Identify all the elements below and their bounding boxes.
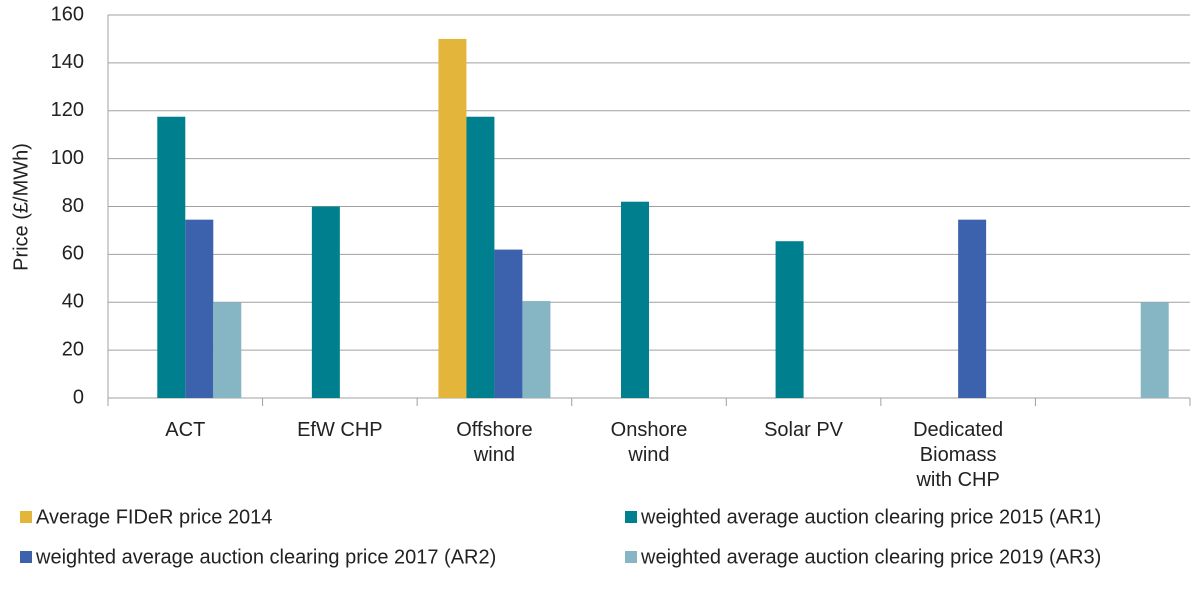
y-tick-label: 0 <box>73 386 84 408</box>
legend-label: Average FIDeR price 2014 <box>36 506 272 528</box>
y-tick-label: 120 <box>51 99 84 121</box>
y-tick-label: 140 <box>51 51 84 73</box>
y-tick-label: 60 <box>62 243 84 265</box>
y-tick-label: 100 <box>51 147 84 169</box>
bar <box>213 302 242 398</box>
x-tick-label: Offshore wind <box>456 419 533 466</box>
y-tick-label: 160 <box>51 3 84 25</box>
legend-swatch <box>625 511 637 523</box>
legend-label: weighted average auction clearing price … <box>640 546 1101 568</box>
legend-swatch <box>20 511 32 523</box>
bar <box>1140 302 1169 398</box>
bar <box>438 38 467 398</box>
x-tick-label: Solar PV <box>764 419 844 441</box>
bar <box>958 219 987 398</box>
legend-swatch <box>625 551 637 563</box>
y-axis-title: Price (£/MWh) <box>10 143 32 271</box>
y-tick-label: 40 <box>62 291 84 313</box>
bar <box>185 219 214 398</box>
legend-label: weighted average auction clearing price … <box>35 546 496 568</box>
bar <box>157 116 186 398</box>
x-tick-label: Onshore wind <box>610 419 688 466</box>
legend-swatch <box>20 551 32 563</box>
y-tick-label: 80 <box>62 195 84 217</box>
x-tick-label: ACT <box>165 419 206 441</box>
y-tick-label: 20 <box>62 338 84 360</box>
x-tick-label: Dedicated Biomass with CHP <box>913 419 1004 491</box>
bar <box>522 301 551 398</box>
bar <box>466 116 495 398</box>
legend-label: weighted average auction clearing price … <box>640 506 1101 528</box>
x-tick-label: EfW CHP <box>297 419 383 441</box>
bar <box>311 206 340 398</box>
bar <box>621 201 649 398</box>
bar <box>775 241 804 398</box>
bar <box>494 249 523 398</box>
